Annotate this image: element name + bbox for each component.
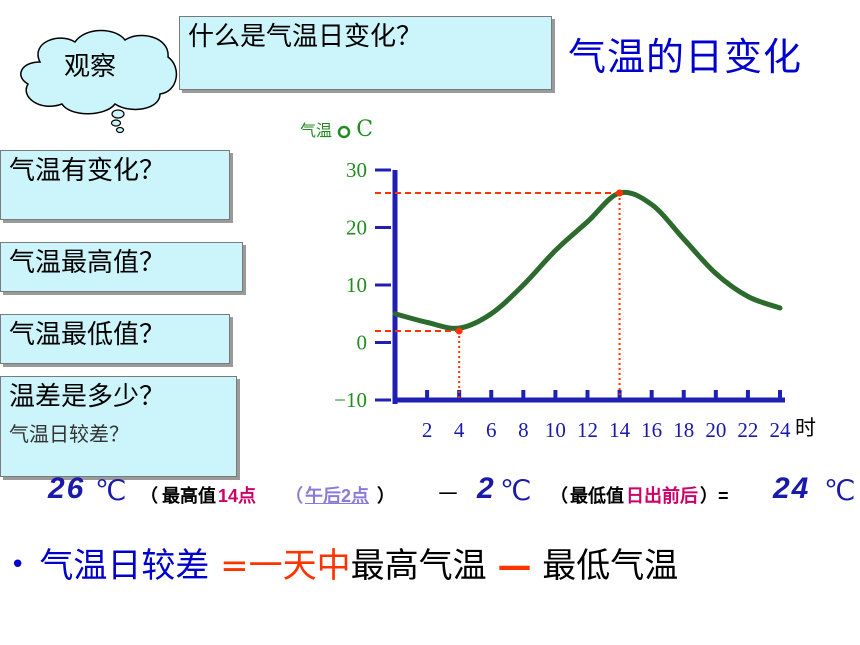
max-point — [616, 189, 624, 197]
formula-minus: － — [436, 481, 460, 508]
box-max-value-text: 气温最高值？ — [9, 248, 166, 278]
degree-circle-icon — [337, 125, 351, 138]
definition-eq: = — [220, 546, 249, 586]
y-axis-unit-label: 气温 — [300, 121, 333, 140]
y-tick-label: −10 — [334, 388, 367, 412]
box-min-value: 气温最低值？ — [0, 314, 230, 364]
formula-max-value: 26 — [48, 472, 86, 505]
definition-part3: 最低气温 — [542, 546, 679, 586]
page-title: 气温的日变化 — [568, 35, 803, 79]
x-tick-label: 24 — [770, 418, 792, 442]
definition-part2: 最高气温 — [350, 546, 487, 586]
y-tick-label: 0 — [357, 331, 368, 355]
definition-line: • 气温日较差 =一天中最高气温 — 最低气温 — [10, 538, 678, 587]
definition-part1: 一天中 — [248, 546, 351, 586]
formula-min-time: 日出前后 — [626, 486, 698, 506]
formula-result: 24 — [773, 472, 811, 505]
x-tick-label: 6 — [486, 418, 497, 442]
formula-deg-1: ℃ — [95, 475, 127, 506]
x-tick-label: 16 — [641, 418, 662, 442]
y-tick-label: 30 — [346, 158, 367, 182]
box-range-text: 温差是多少？ — [9, 382, 166, 412]
definition-term: 气温日较差 — [39, 546, 210, 586]
callout-label: 观察 — [63, 52, 116, 82]
box-has-change: 气温有变化？ — [0, 150, 230, 220]
x-tick-label: 2 — [422, 418, 433, 442]
y-tick-label: 20 — [346, 216, 367, 240]
box-max-value: 气温最高值？ — [0, 242, 243, 292]
temperature-curve — [392, 189, 783, 331]
x-axis-label: 时 — [795, 416, 816, 440]
formula-line: 26 ℃ （ 最高值 14点 （ 午后2点 ） － 2 ℃ （ 最低值 日出前后… — [40, 472, 855, 512]
x-tick-label: 22 — [737, 418, 758, 442]
box-range-subtext: 气温日较差？ — [9, 421, 129, 446]
x-tick-label: 20 — [705, 418, 726, 442]
formula-deg-2: ℃ — [500, 475, 532, 506]
callout-cloud — [20, 29, 178, 134]
formula-max-label: 最高值 — [162, 486, 216, 506]
x-tick-label: 4 — [454, 418, 465, 442]
formula-paren-mid: （ — [285, 486, 303, 506]
x-tick-label: 8 — [518, 418, 529, 442]
y-axis-unit-symbol: C — [356, 117, 374, 142]
question-text: 什么是气温日变化？ — [188, 22, 423, 52]
formula-deg-3: ℃ — [824, 475, 856, 506]
formula-min-value: 2 — [477, 472, 496, 505]
box-range: 温差是多少？ 气温日较差？ — [0, 376, 237, 477]
x-tick-label: 10 — [545, 418, 566, 442]
box-min-value-text: 气温最低值？ — [9, 320, 166, 350]
formula-min-label: 最低值 — [570, 486, 624, 506]
definition-dash: — — [497, 546, 532, 586]
formula-max-time-alt: 午后2点 — [305, 486, 370, 506]
bullet-icon: • — [10, 550, 26, 580]
x-tick-label: 12 — [577, 418, 598, 442]
box-has-change-text: 气温有变化？ — [9, 156, 166, 186]
formula-max-time: 14点 — [218, 486, 257, 506]
x-tick-label: 18 — [673, 418, 694, 442]
formula-paren-open-2: （ — [550, 486, 568, 506]
question-box: 什么是气温日变化？ — [179, 16, 552, 90]
formula-paren-open-1: （ — [140, 486, 158, 506]
y-axis-unit: 气温 C — [300, 117, 373, 142]
formula-paren-close-1: ） — [377, 486, 395, 506]
formula-paren-close-2: ）= — [700, 486, 729, 506]
y-tick-label: 10 — [346, 273, 367, 297]
min-point — [455, 327, 463, 335]
x-tick-label: 14 — [609, 418, 631, 442]
